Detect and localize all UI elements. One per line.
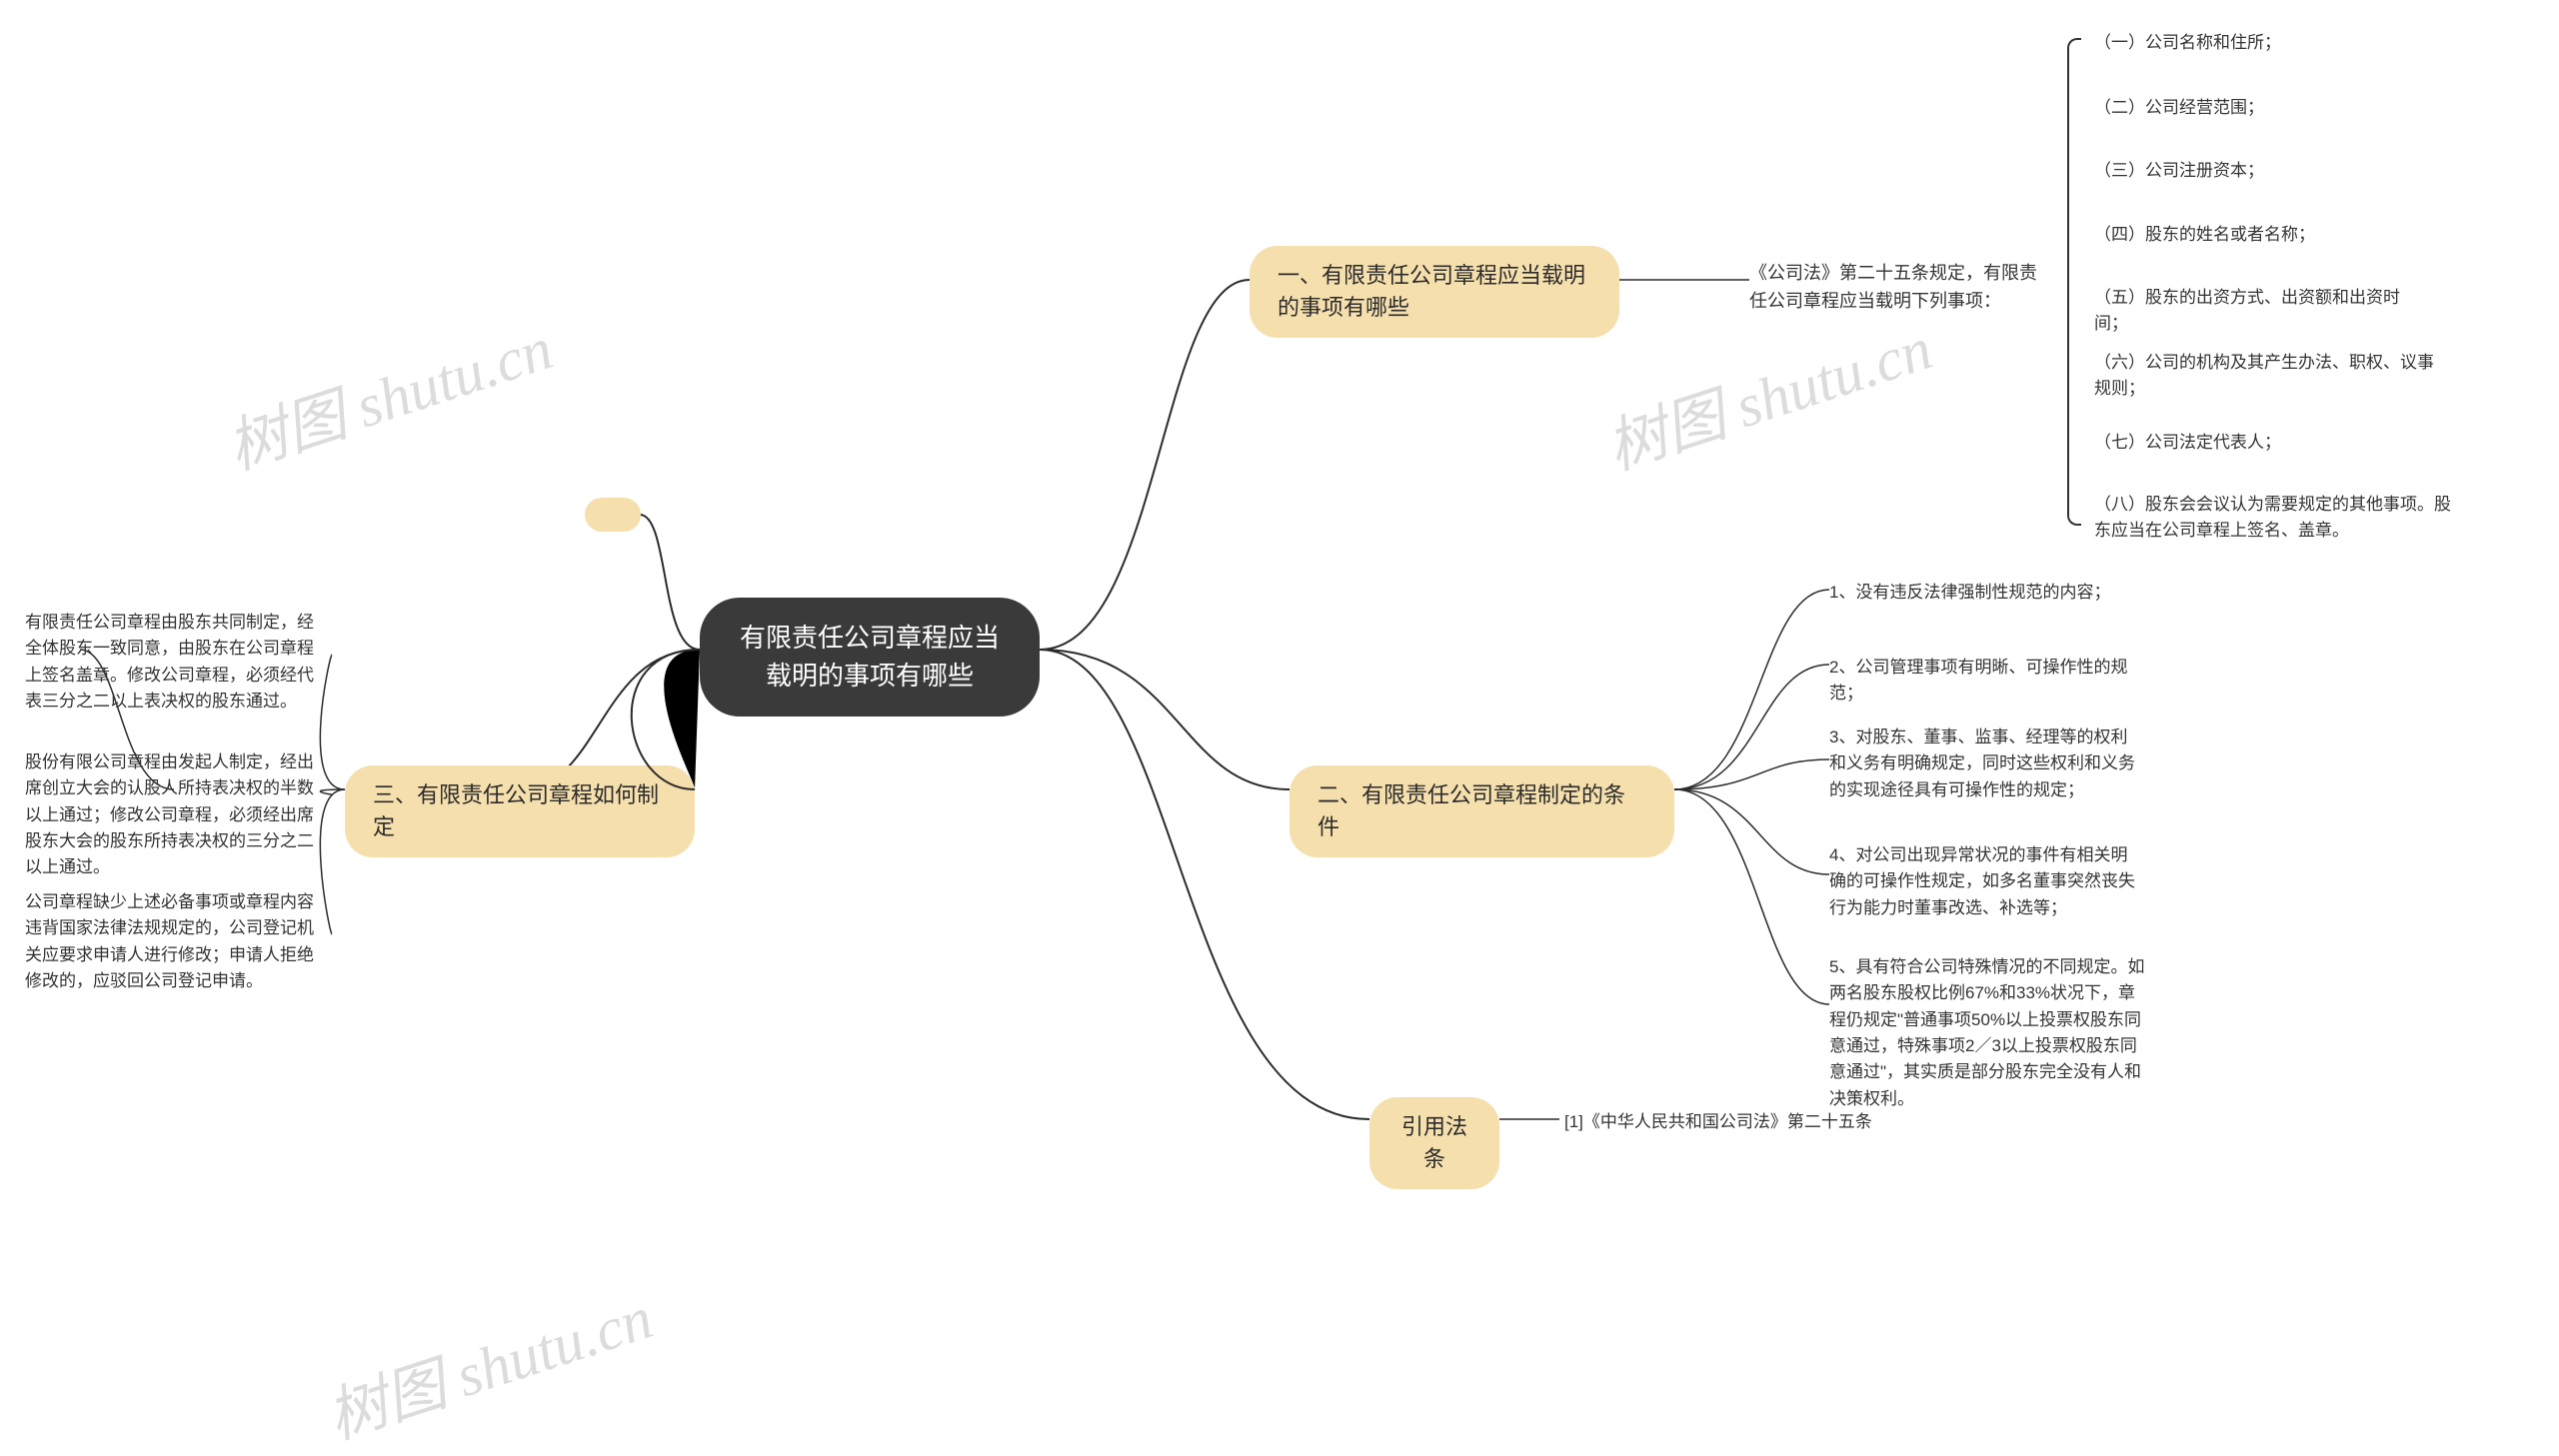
b3-note: [1]《中华人民共和国公司法》第二十五条 (1564, 1109, 1872, 1135)
branch-4: 三、有限责任公司章程如何制定 (345, 765, 695, 857)
b4-item-3: 公司章程缺少上述必备事项或章程内容违背国家法律法规规定的，公司登记机关应要求申请… (25, 889, 330, 994)
watermark: 树图 shutu.cn (1594, 300, 1941, 487)
b1-item-7: （七）公司法定代表人； (2094, 430, 2281, 456)
b1-item-8: （八）股东会会议认为需要规定的其他事项。股东应当在公司章程上签名、盖章。 (2094, 492, 2454, 545)
b1-item-4: （四）股东的姓名或者名称； (2094, 222, 2315, 248)
center-to-b4-fix (0, 0, 2559, 1394)
b1-item-1: （一）公司名称和住所； (2094, 30, 2281, 56)
b1-item-3: （三）公司注册资本； (2094, 158, 2264, 184)
watermark: 树图 shutu.cn (215, 300, 562, 487)
branch-4-label: 三、有限责任公司章程如何制定 (373, 782, 659, 839)
branch-2: 二、有限责任公司章程制定的条件 (1289, 765, 1674, 857)
b4-item-1: 有限责任公司章程由股东共同制定，经全体股东一致同意，由股东在公司章程上签名盖章。… (25, 610, 330, 715)
connector-layer (0, 0, 2559, 1394)
branch-3-label: 引用法条 (1401, 1114, 1467, 1171)
b2-item-5: 5、具有符合公司特殊情况的不同规定。如两名股东股权比例67%和33%状况下，章程… (1829, 954, 2149, 1112)
branch-2-label: 二、有限责任公司章程制定的条件 (1317, 782, 1625, 839)
b1-item-6: （六）公司的机构及其产生办法、职权、议事规则； (2094, 350, 2434, 403)
branch-1-label: 一、有限责任公司章程应当载明的事项有哪些 (1278, 263, 1585, 320)
center-title: 有限责任公司章程应当载明的事项有哪些 (740, 623, 1000, 691)
b2-item-4: 4、对公司出现异常状况的事件有相关明确的可操作性规定，如多名董事突然丧失行为能力… (1829, 842, 2139, 921)
b1-item-2: （二）公司经营范围； (2094, 95, 2264, 121)
b2-item-2: 2、公司管理事项有明晰、可操作性的规范； (1829, 655, 2159, 708)
bracket-1 (2067, 38, 2081, 526)
watermark: 树图 shutu.cn (315, 1269, 662, 1456)
b2-item-3: 3、对股东、董事、监事、经理等的权利和义务有明确规定，同时这些权利和义务的实现途… (1829, 725, 2139, 803)
b1-item-5: （五）股东的出资方式、出资额和出资时间； (2094, 285, 2424, 338)
branch-1-note: 《公司法》第二十五条规定，有限责任公司章程应当载明下列事项： (1749, 260, 2049, 316)
left-connectors-final (0, 0, 2559, 1394)
b2-item-1: 1、没有违反法律强制性规范的内容； (1829, 580, 2110, 606)
center-node: 有限责任公司章程应当载明的事项有哪些 (700, 598, 1040, 717)
empty-node (585, 498, 641, 532)
branch-1: 一、有限责任公司章程应当载明的事项有哪些 (1250, 246, 1619, 338)
connector-layer-left-2 (0, 0, 2559, 1394)
b4-item-2: 股份有限公司章程由发起人制定，经出席创立大会的认股人所持表决权的半数以上通过；修… (25, 749, 330, 881)
branch-3: 引用法条 (1369, 1097, 1499, 1189)
